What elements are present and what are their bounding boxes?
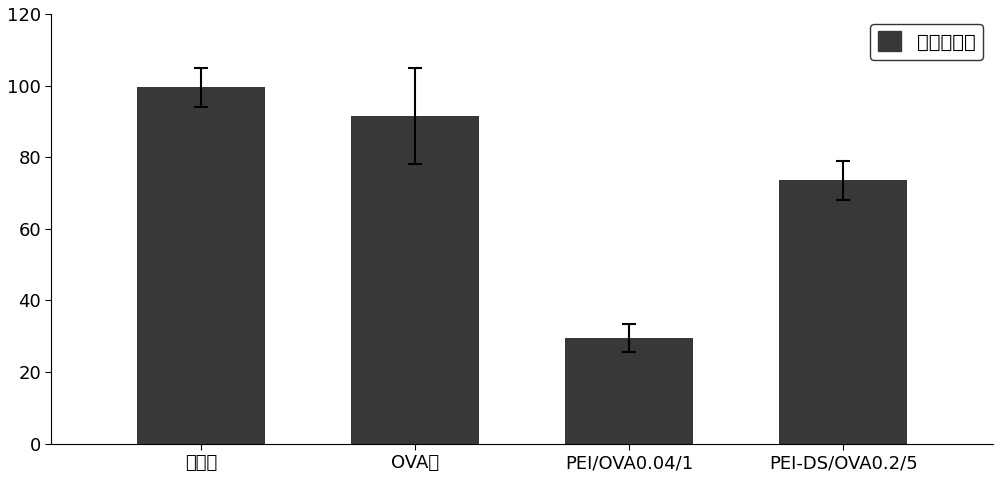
Bar: [137, 87, 265, 444]
Bar: [351, 116, 479, 444]
Bar: [779, 181, 907, 444]
Legend: 活细胞比例: 活细胞比例: [870, 23, 983, 60]
Bar: [565, 338, 693, 444]
